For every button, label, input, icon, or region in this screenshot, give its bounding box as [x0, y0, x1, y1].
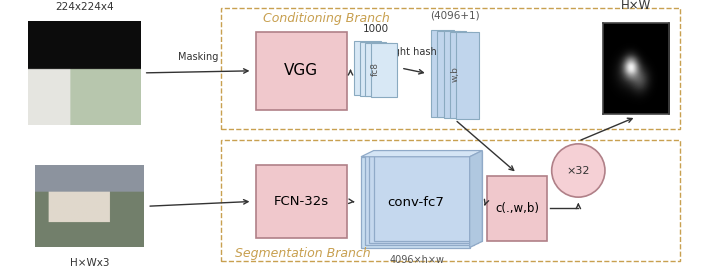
Text: FCN-32s: FCN-32s — [274, 195, 329, 208]
Text: 224x224x4: 224x224x4 — [55, 2, 114, 12]
Bar — [369, 153, 478, 243]
Text: (4096+1): (4096+1) — [430, 11, 479, 21]
Bar — [256, 165, 347, 238]
Polygon shape — [470, 150, 482, 248]
Bar — [444, 31, 466, 118]
Text: weight hashing: weight hashing — [377, 47, 451, 57]
Bar — [361, 157, 470, 248]
Bar — [365, 155, 474, 245]
Text: 4096×h×w: 4096×h×w — [390, 255, 445, 265]
Bar — [354, 41, 381, 95]
Text: Conditioning Branch: Conditioning Branch — [263, 12, 390, 25]
Bar — [371, 43, 397, 97]
Bar — [456, 32, 479, 119]
Bar — [221, 8, 680, 129]
Bar — [365, 43, 392, 96]
Text: c(.,w,b): c(.,w,b) — [495, 202, 539, 215]
Text: fc8: fc8 — [372, 62, 380, 76]
Text: H×W: H×W — [621, 0, 651, 12]
Bar — [437, 31, 460, 117]
Text: Segmentation Branch: Segmentation Branch — [235, 247, 370, 260]
Bar — [256, 32, 347, 110]
Bar — [221, 140, 680, 261]
Text: VGG: VGG — [285, 63, 318, 78]
Text: H×Wx3: H×Wx3 — [69, 258, 109, 268]
Bar — [487, 176, 547, 241]
Bar — [450, 32, 472, 118]
Text: conv-fc7: conv-fc7 — [387, 196, 444, 209]
Text: 1000: 1000 — [362, 24, 389, 34]
Text: ×32: ×32 — [566, 166, 590, 175]
Polygon shape — [361, 150, 482, 157]
Ellipse shape — [552, 144, 605, 197]
Bar — [360, 42, 386, 95]
Text: w,b: w,b — [451, 66, 459, 81]
Bar — [431, 30, 454, 117]
Text: Masking: Masking — [178, 52, 218, 62]
Bar — [374, 151, 482, 241]
